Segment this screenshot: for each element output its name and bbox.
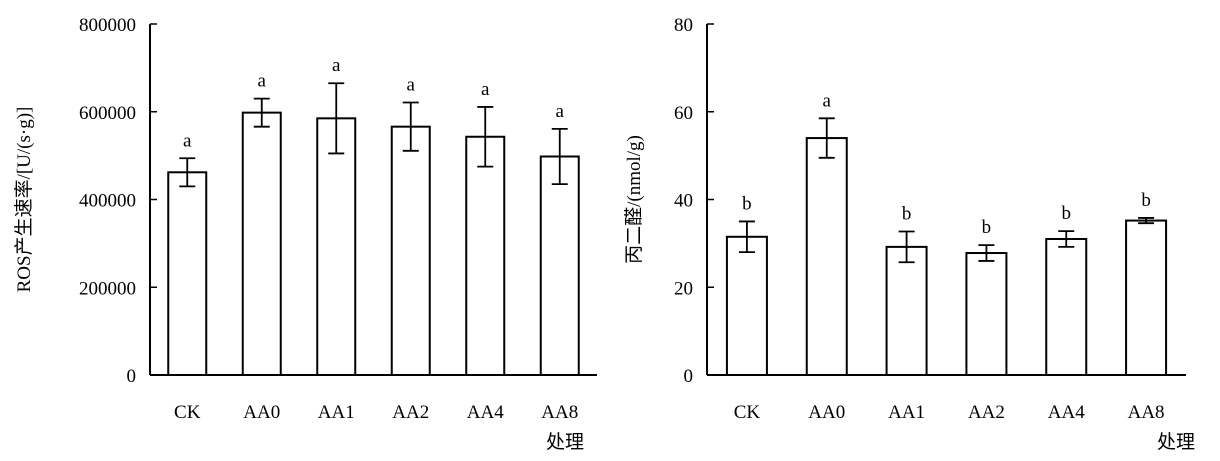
significance-label-AA1: a [332,55,341,76]
y-tick-label: 600000 [79,103,136,124]
category-label-CK: CK [734,402,761,423]
category-label-CK: CK [174,402,201,423]
x-axis-label: 处理 [1157,431,1195,453]
significance-label-AA0: a [823,90,832,111]
bar-AA0 [241,111,282,376]
category-label-AA0: AA0 [808,402,845,423]
bar-AA8 [1125,219,1168,376]
category-label-AA2: AA2 [392,402,429,423]
y-tick-label: 80 [674,15,693,36]
bar-AA4 [465,135,506,376]
significance-label-AA8: b [1141,190,1151,211]
significance-label-AA2: a [407,75,416,96]
y-axis-label: ROS产生速率/[U/(s·g)] [13,107,35,293]
category-label-AA8: AA8 [541,402,578,423]
bar-AA2 [390,125,431,377]
y-tick-label: 60 [674,103,693,124]
y-tick-label: 800000 [79,15,136,36]
x-axis-label: 处理 [546,431,584,453]
bar-AA2 [965,252,1008,376]
bar-AA8 [539,155,580,376]
category-label-AA1: AA1 [888,402,925,423]
bar-AA1 [885,245,928,376]
category-label-AA4: AA4 [1048,402,1085,423]
y-tick-label: 0 [127,366,137,387]
significance-label-AA0: a [258,71,267,92]
significance-label-AA8: a [556,101,565,122]
bar-CK [725,235,768,376]
y-tick-label: 0 [684,366,694,387]
category-label-AA8: AA8 [1128,402,1165,423]
category-label-AA1: AA1 [318,402,355,423]
bar-CK [167,171,208,376]
y-tick-label: 20 [674,278,693,299]
category-label-AA0: AA0 [243,402,280,423]
bar-AA0 [805,137,848,376]
significance-label-AA2: b [982,217,992,238]
y-tick-label: 200000 [79,278,136,299]
bar-AA4 [1045,237,1088,376]
chart-1: 0 200000 400000 600000 800000 a CK a AA0 a AA1 a AA2… [13,15,597,453]
y-axis-label: 丙二醛/(nmol/g) [623,135,645,264]
significance-label-AA4: a [481,79,490,100]
bar-AA1 [316,117,357,377]
chart-2: 0 20 40 60 80 b CK a AA0 b AA1 b AA2 b AA4 b AA8 处理 丙二醛/(n… [623,15,1195,453]
significance-label-CK: a [183,130,192,151]
significance-label-CK: b [742,193,752,214]
y-tick-label: 40 [674,191,693,212]
significance-label-AA1: b [902,204,912,225]
category-label-AA4: AA4 [467,402,504,423]
significance-label-AA4: b [1062,203,1072,224]
category-label-AA2: AA2 [968,402,1005,423]
y-tick-label: 400000 [79,191,136,212]
